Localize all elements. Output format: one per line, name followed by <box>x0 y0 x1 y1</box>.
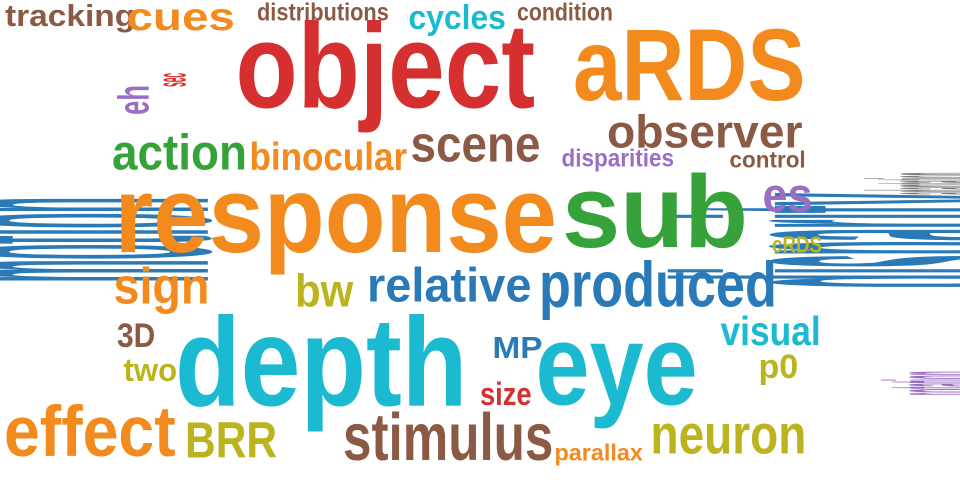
word-scene: scene <box>409 115 540 173</box>
word-action: action <box>111 123 247 181</box>
word-tracking: tracking <box>4 0 136 33</box>
word-visual: visual <box>720 309 821 355</box>
word-object: object <box>234 0 535 134</box>
word-p0: p0 <box>758 346 798 386</box>
word-two: two <box>123 351 177 389</box>
word-crds: cRDS <box>772 232 823 258</box>
word-distributions: distributions <box>256 0 389 26</box>
word-neuron: neuron <box>649 402 806 466</box>
word-response: response <box>114 154 558 277</box>
word-produced: produced <box>538 249 777 321</box>
word-cues: cues <box>125 0 235 39</box>
word-sec: sec <box>149 72 195 87</box>
word-size: size <box>479 375 532 413</box>
word-rotation: rotation <box>853 370 960 395</box>
word-relative: relative <box>366 258 532 313</box>
word-ards: aRDS <box>573 7 806 123</box>
word-effect: effect <box>3 390 176 472</box>
word-stimulus: stimulus <box>343 399 554 474</box>
word-mp: MP <box>492 329 542 365</box>
word-control: control <box>728 147 806 173</box>
word-condition: condition <box>516 0 613 26</box>
word-3d: 3D <box>117 315 156 355</box>
word-depth: depth <box>175 292 468 433</box>
word-sign: sign <box>113 257 209 315</box>
word-eye: eye <box>535 300 698 430</box>
word-bw: bw <box>295 264 354 317</box>
word-sub: sub <box>561 153 749 270</box>
word-disparities: disparities <box>561 143 675 172</box>
word-cycles: cycles <box>408 0 506 37</box>
word-observer: observer <box>606 105 802 158</box>
word-brr: BRR <box>185 411 278 469</box>
word-parallax: parallax <box>553 440 643 466</box>
word-es: es <box>761 168 813 223</box>
word-adaptation: adaptation <box>829 172 960 195</box>
word-eh: eh <box>109 85 158 115</box>
word-binocular: binocular <box>248 135 407 179</box>
